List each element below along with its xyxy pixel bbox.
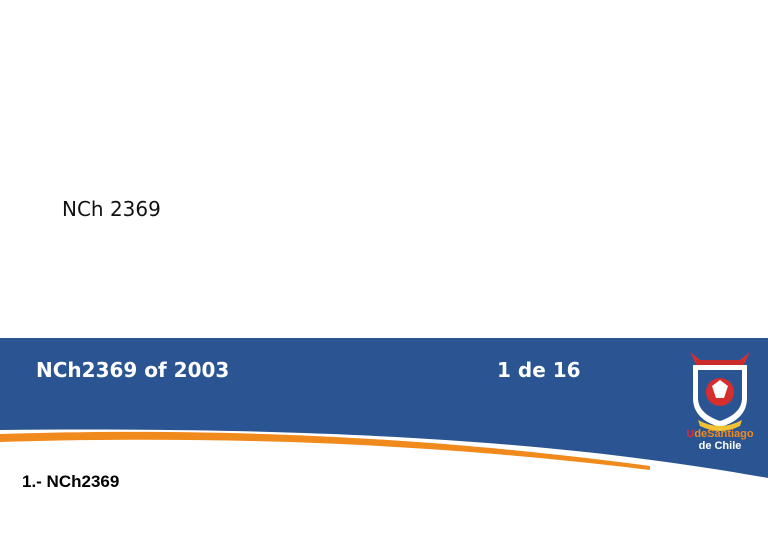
university-name-line2: de Chile — [698, 440, 742, 452]
university-crest-icon — [690, 352, 750, 431]
banner-background — [0, 338, 768, 478]
banner-orange-stripe — [0, 431, 650, 470]
banner-blue-shape — [0, 338, 768, 478]
banner-title: NCh2369 of 2003 — [36, 358, 230, 382]
page-counter: 1 de 16 — [497, 358, 581, 382]
header-banner — [0, 338, 768, 488]
section-heading: 1.- NCh2369 — [22, 472, 120, 491]
document-title: NCh 2369 — [62, 197, 161, 221]
university-name-line1: UdeSantiago — [686, 428, 754, 440]
university-name: UdeSantiago de Chile — [678, 428, 762, 452]
